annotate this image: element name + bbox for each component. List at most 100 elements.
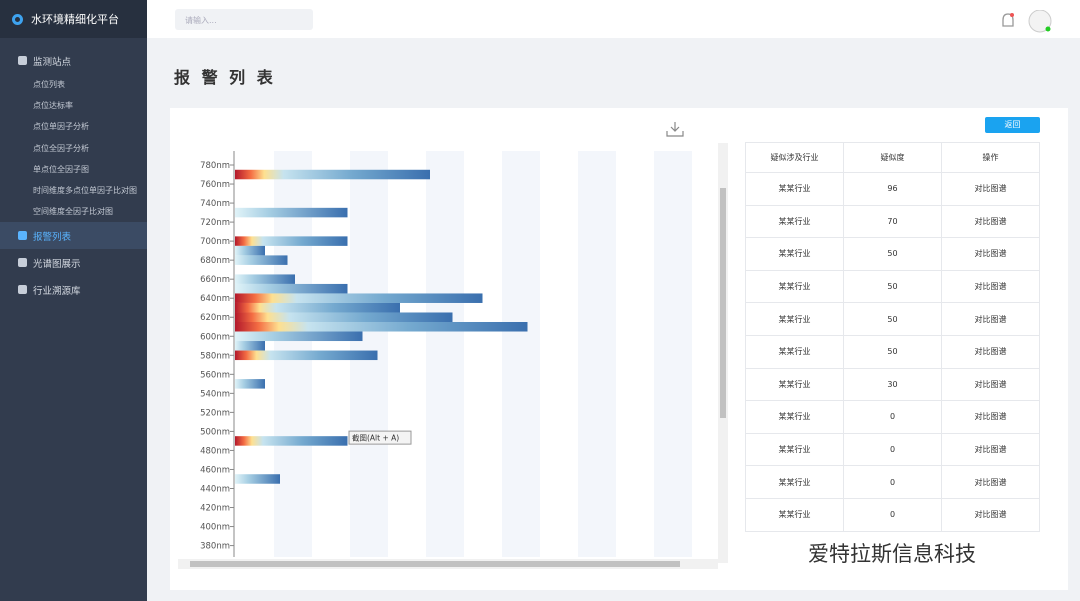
compare-link[interactable]: 对比图谱 bbox=[941, 367, 1040, 402]
menu-item[interactable]: 时间维度多点位单因子比对图 bbox=[33, 186, 137, 196]
y-tick-label: 580nm bbox=[200, 351, 230, 361]
compare-link[interactable]: 对比图谱 bbox=[941, 432, 1040, 467]
table-cell: 某某行业 bbox=[745, 334, 844, 369]
page-title: 报 警 列 表 bbox=[174, 68, 276, 87]
table-row: 某某行业 0 对比图谱 bbox=[745, 432, 1040, 467]
menu-item[interactable]: 空间维度全因子比对图 bbox=[33, 207, 113, 217]
table-row: 某某行业 0 对比图谱 bbox=[745, 497, 1040, 532]
table-cell: 50 bbox=[843, 269, 942, 304]
avatar[interactable] bbox=[1028, 10, 1052, 33]
compare-link[interactable]: 对比图谱 bbox=[941, 269, 1040, 304]
table-row: 某某行业 70 对比图谱 bbox=[745, 204, 1040, 239]
table-cell: 50 bbox=[843, 237, 942, 271]
heat-row bbox=[235, 245, 265, 256]
y-tick-label: 780nm bbox=[200, 161, 230, 171]
compare-link[interactable]: 对比图谱 bbox=[941, 302, 1040, 336]
y-tick-label: 560nm bbox=[200, 370, 230, 380]
heat-row bbox=[235, 283, 348, 294]
y-tick-label: 760nm bbox=[200, 180, 230, 190]
menu-section[interactable]: 光谱图展示 bbox=[0, 249, 147, 276]
header-cell: 操作 bbox=[941, 142, 1040, 173]
tooltip: 截图(Alt + A) bbox=[352, 433, 399, 443]
table-cell: 某某行业 bbox=[745, 302, 844, 336]
table-cell: 某某行业 bbox=[745, 269, 844, 304]
heat-row bbox=[235, 321, 528, 332]
heat-row bbox=[235, 302, 400, 313]
table-cell: 某某行业 bbox=[745, 400, 844, 434]
y-tick-label: 480nm bbox=[200, 446, 230, 456]
watermark: 爱特拉斯信息科技 bbox=[808, 542, 976, 566]
table-row: 某某行业 50 对比图谱 bbox=[745, 237, 1040, 271]
table-row: 某某行业 30 对比图谱 bbox=[745, 367, 1040, 402]
menu-icon bbox=[18, 231, 27, 241]
menu-section[interactable]: 行业溯源库 bbox=[0, 276, 147, 303]
menu-item[interactable]: 点位单因子分析 bbox=[33, 122, 89, 132]
y-tick-label: 740nm bbox=[200, 199, 230, 209]
table-row: 某某行业 50 对比图谱 bbox=[745, 302, 1040, 336]
bell-icon[interactable] bbox=[1002, 13, 1014, 27]
compare-link[interactable]: 对比图谱 bbox=[941, 334, 1040, 369]
column-band bbox=[426, 151, 464, 557]
heat-row bbox=[235, 379, 265, 389]
menu: 监测站点点位列表点位达标率点位单因子分析 点位全因子分析 单点位全因子图时间维度多点… bbox=[0, 47, 147, 303]
table-cell: 某某行业 bbox=[745, 465, 844, 499]
y-tick-label: 640nm bbox=[200, 294, 230, 304]
menu-item[interactable]: 点位达标率 bbox=[33, 101, 73, 111]
table-cell: 某某行业 bbox=[745, 432, 844, 467]
compare-link[interactable]: 对比图谱 bbox=[941, 497, 1040, 532]
table-cell: 某某行业 bbox=[745, 204, 844, 239]
menu-icon bbox=[18, 285, 27, 295]
compare-link[interactable]: 对比图谱 bbox=[941, 237, 1040, 271]
heat-row bbox=[235, 236, 348, 246]
y-tick-label: 500nm bbox=[200, 427, 230, 437]
table-cell: 30 bbox=[843, 367, 942, 402]
menu-section[interactable]: 报警列表 bbox=[0, 222, 147, 250]
y-tick-label: 440nm bbox=[200, 484, 230, 494]
y-tick-label: 460nm bbox=[200, 465, 230, 475]
heat-row bbox=[235, 207, 348, 218]
download-icon[interactable] bbox=[666, 121, 684, 137]
tooltip-box bbox=[348, 430, 412, 445]
heat-row bbox=[235, 474, 280, 484]
heat-row bbox=[235, 341, 265, 351]
y-tick-label: 540nm bbox=[200, 389, 230, 399]
compare-link[interactable]: 对比图谱 bbox=[941, 465, 1040, 499]
back-button[interactable]: 返回 bbox=[985, 117, 1040, 133]
menu-item[interactable]: 点位全因子分析 bbox=[33, 143, 89, 153]
compare-link[interactable]: 对比图谱 bbox=[941, 204, 1040, 239]
y-tick-label: 400nm bbox=[200, 523, 230, 533]
compare-link[interactable]: 对比图谱 bbox=[941, 400, 1040, 434]
h-scroll-thumb[interactable] bbox=[190, 561, 680, 567]
menu-section[interactable]: 监测站点 bbox=[0, 47, 147, 74]
table-cell: 50 bbox=[843, 334, 942, 369]
y-tick-label: 420nm bbox=[200, 504, 230, 514]
compare-link[interactable]: 对比图谱 bbox=[941, 172, 1040, 206]
heat-row bbox=[235, 312, 453, 322]
heat-row bbox=[235, 274, 295, 284]
y-tick-label: 720nm bbox=[200, 218, 230, 228]
table-header: 疑似涉及行业 疑似度 操作 bbox=[745, 142, 1040, 173]
y-tick-label: 380nm bbox=[200, 542, 230, 552]
heat-row bbox=[235, 436, 348, 446]
table-row: 某某行业 0 对比图谱 bbox=[745, 465, 1040, 499]
table-cell: 某某行业 bbox=[745, 237, 844, 271]
table-cell: 70 bbox=[843, 204, 942, 239]
table-cell: 0 bbox=[843, 497, 942, 532]
table-cell: 某某行业 bbox=[745, 172, 844, 206]
table-cell: 0 bbox=[843, 400, 942, 434]
y-tick-label: 600nm bbox=[200, 332, 230, 342]
y-tick-label: 700nm bbox=[200, 237, 230, 247]
v-scroll-thumb[interactable] bbox=[720, 188, 726, 418]
search-input[interactable]: 请输入... bbox=[175, 9, 313, 30]
menu-label: 报警列表 bbox=[33, 231, 72, 243]
menu-item[interactable]: 单点位全因子图 bbox=[33, 164, 89, 174]
menu-label: 光谱图展示 bbox=[33, 258, 81, 270]
heat-row bbox=[235, 331, 363, 342]
table-cell: 50 bbox=[843, 302, 942, 336]
menu-item[interactable]: 点位列表 bbox=[33, 80, 65, 90]
table-cell: 某某行业 bbox=[745, 497, 844, 532]
heat-row bbox=[235, 350, 378, 361]
table-cell: 0 bbox=[843, 432, 942, 467]
table-row: 某某行业 96 对比图谱 bbox=[745, 172, 1040, 206]
